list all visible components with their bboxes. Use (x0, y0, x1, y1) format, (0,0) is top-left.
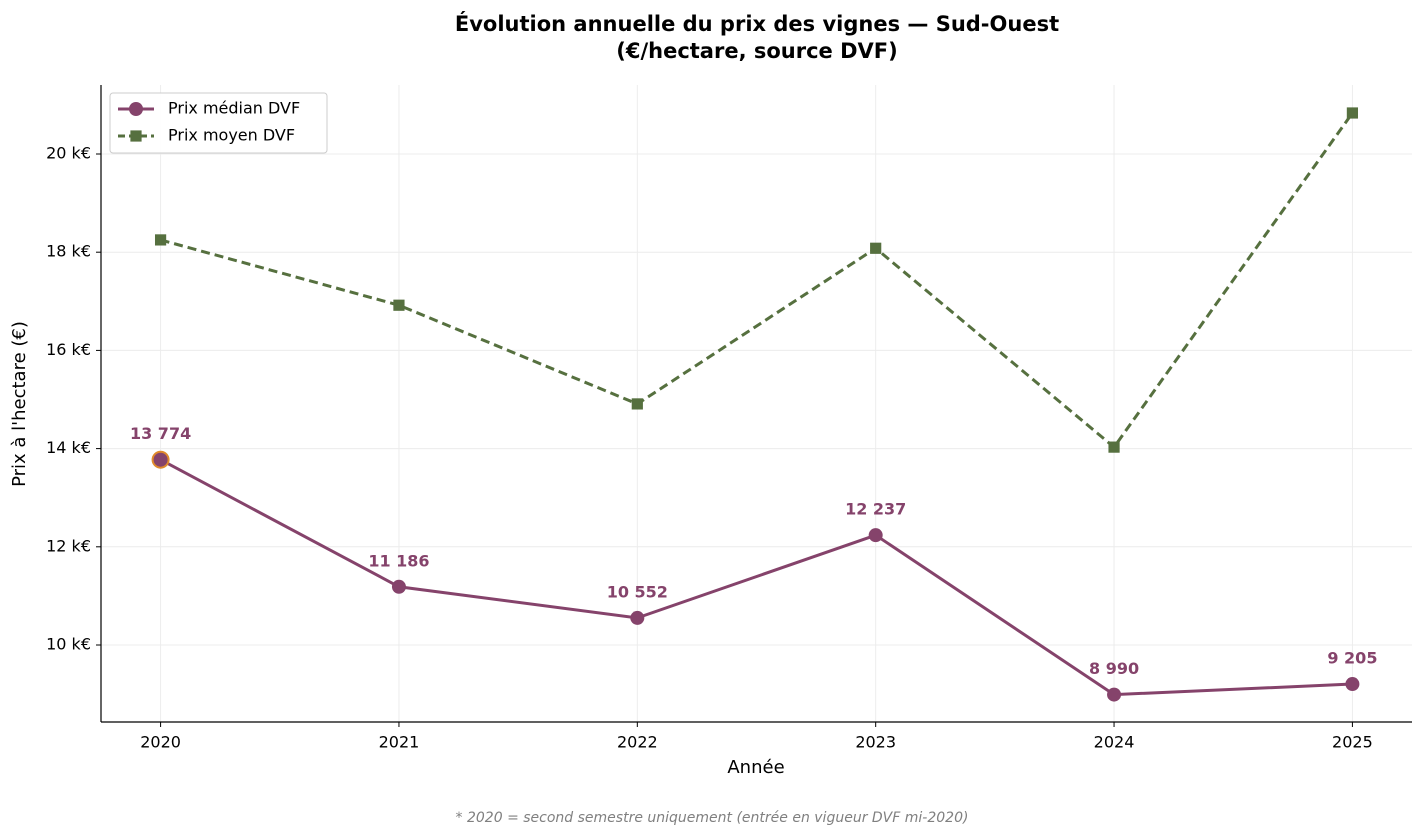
y-tick-label: 14 k€ (46, 438, 91, 457)
x-tick-label: 2020 (140, 733, 181, 752)
y-tick-label: 16 k€ (46, 340, 91, 359)
chart-subtitle: (€/hectare, source DVF) (616, 39, 897, 63)
marker (129, 102, 143, 116)
grid (101, 85, 1412, 722)
legend-label: Prix moyen DVF (168, 126, 295, 145)
y-axis-label: Prix à l'hectare (€) (9, 321, 30, 487)
marker (154, 234, 167, 246)
value-label: 10 552 (607, 582, 668, 601)
marker (630, 610, 645, 625)
marker (868, 528, 883, 543)
value-label: 8 990 (1089, 659, 1139, 678)
y-tick-label: 12 k€ (46, 536, 91, 555)
legend-label: Prix médian DVF (168, 99, 300, 118)
series-line (159, 458, 1353, 697)
x-tick-label: 2021 (379, 733, 420, 752)
value-label: 11 186 (368, 551, 429, 570)
marker (1346, 107, 1359, 119)
footnote: * 2020 = second semestre uniquement (ent… (456, 810, 969, 826)
y-tick-label: 18 k€ (46, 242, 91, 261)
marker (870, 242, 882, 254)
marker (1107, 687, 1122, 702)
x-tick-label: 2023 (855, 733, 896, 752)
value-label: 12 237 (845, 500, 906, 519)
series-line (160, 112, 1354, 450)
x-axis-label: Année (727, 757, 784, 778)
legend-box (109, 92, 328, 154)
legend: Prix médian DVF Prix moyen DVF (109, 92, 328, 154)
value-label: 13 774 (130, 424, 191, 443)
marker (1345, 677, 1360, 692)
value-label: 9 205 (1327, 649, 1377, 668)
y-tick-label: 20 k€ (46, 143, 91, 162)
plot: 13 774 11 186 10 552 12 237 8 990 9 205 (130, 107, 1377, 702)
y-tick-label: 10 k€ (46, 635, 91, 654)
chart-title: Évolution annuelle du prix des vignes — … (455, 11, 1059, 36)
marker (1108, 441, 1120, 453)
marker (153, 452, 168, 467)
x-tick-label: 2022 (617, 733, 658, 752)
marker (631, 398, 643, 410)
x-tick-label: 2025 (1332, 733, 1373, 752)
x-tick-label: 2024 (1094, 733, 1135, 752)
marker (393, 299, 405, 311)
marker (130, 130, 142, 142)
marker (391, 579, 406, 594)
